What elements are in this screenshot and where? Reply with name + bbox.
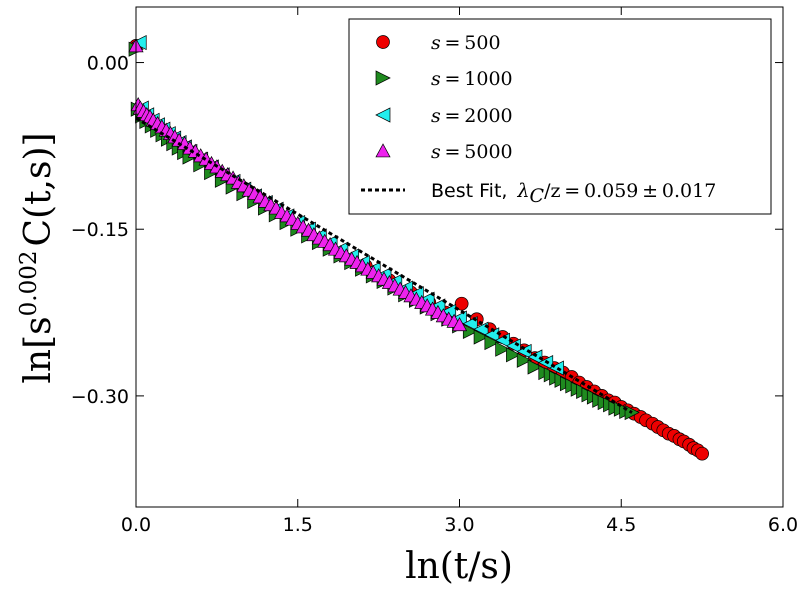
data-point (548, 360, 564, 376)
data-point (451, 317, 468, 332)
fit-layer (135, 116, 633, 414)
y-axis-title-exponent: 0.002 (16, 251, 42, 317)
x-tick-label: 0.0 (121, 514, 151, 536)
fit-line (135, 116, 633, 414)
data-point (484, 334, 500, 351)
legend-fit-prefix: Best Fit, (431, 180, 513, 202)
legend-label: s = 500 (431, 32, 501, 54)
x-tick-label: 1.5 (283, 514, 313, 536)
y-tick-label: 0.00 (87, 53, 129, 75)
y-axis-title-prefix: ln[s (18, 316, 59, 383)
data-point (516, 352, 532, 368)
legend-fit-value: /z = 0.059 ± 0.017 (544, 180, 716, 202)
legend: s = 500 s = 1000 s = 2000 s = 5000 Best Fit… (348, 18, 772, 215)
legend-marker (375, 107, 391, 123)
data-point (527, 359, 543, 375)
legend-marker (375, 143, 391, 158)
x-tick-label: 4.5 (606, 514, 636, 536)
legend-label: s = 2000 (431, 105, 513, 127)
data-point (473, 329, 489, 345)
data-point (495, 341, 511, 357)
x-tick-label: 6.0 (768, 514, 798, 536)
legend-marker (375, 70, 391, 86)
data-point (462, 323, 479, 340)
legend-label: s = 1000 (431, 68, 513, 90)
y-tick-label: −0.30 (71, 386, 129, 408)
data-point (473, 321, 489, 337)
legend-fit-subscript: C (530, 185, 545, 207)
y-axis-title-suffix: C(t,s)] (18, 132, 59, 246)
ticks-layer: 0.0 1.5 3.0 4.5 6.0 0.00 −0.15 −0.30 (71, 7, 798, 536)
x-axis-title: ln(t/s) (405, 546, 513, 587)
legend-items: s = 500 s = 1000 s = 2000 s = 5000 (375, 32, 513, 163)
data-point (505, 338, 521, 354)
y-axis-title: ln[s0.002 C(t,s)] (16, 132, 59, 383)
legend-marker (376, 35, 390, 49)
series-layer (128, 34, 709, 461)
legend-label: s = 5000 (431, 141, 513, 163)
legend-box (348, 18, 772, 215)
y-tick-label: −0.15 (71, 219, 129, 241)
data-point (506, 347, 522, 363)
legend-fit-label: Best Fit, λC/z = 0.059 ± 0.017 (431, 180, 716, 207)
x-tick-label: 3.0 (444, 514, 474, 536)
data-point (695, 446, 709, 461)
